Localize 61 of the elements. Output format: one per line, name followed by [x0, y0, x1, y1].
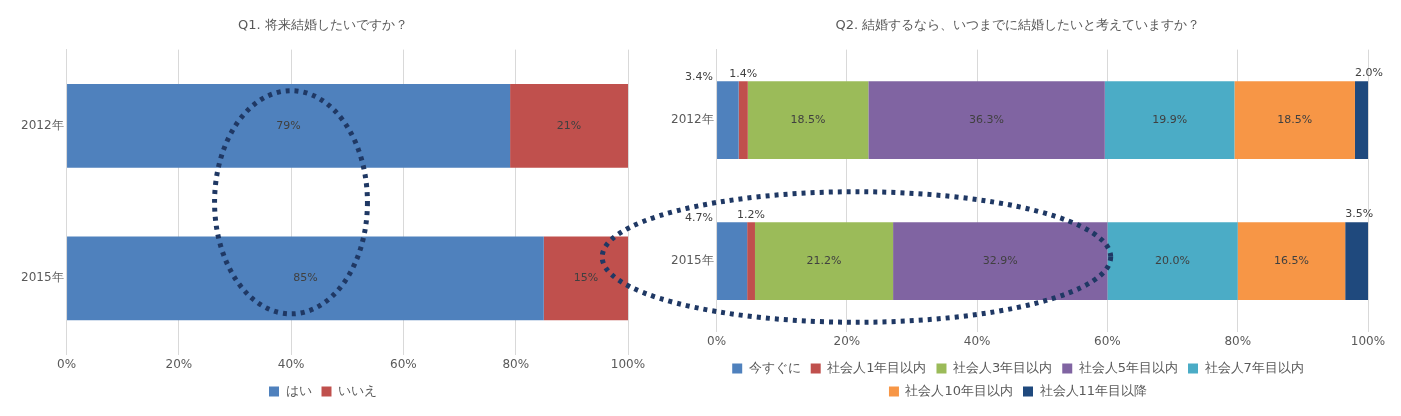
x-tick-label: 0% — [707, 333, 727, 348]
legend-label: 社会人1年目以内 — [827, 359, 927, 375]
bar — [1234, 81, 1355, 159]
data-label: 32.9% — [982, 253, 1018, 267]
data-label: 4.7% — [685, 211, 714, 225]
legend-label: 今すぐに — [748, 359, 801, 375]
x-tick-label: 60% — [390, 356, 417, 371]
x-tick-label: 40% — [963, 333, 991, 348]
x-tick-label: 20% — [165, 356, 193, 371]
x-tick-label: 20% — [833, 333, 861, 348]
data-label: 15% — [573, 271, 599, 285]
legend-label: 社会人11年目以降 — [1039, 382, 1148, 398]
data-label: 16.5% — [1273, 253, 1309, 267]
x-tick-label: 60% — [1094, 333, 1121, 348]
data-label: 3.5% — [1345, 207, 1374, 221]
data-label: 19.9% — [1152, 112, 1188, 126]
bar — [1237, 222, 1346, 300]
bar — [754, 222, 894, 300]
x-tick-label: 40% — [277, 356, 305, 371]
x-tick-label: 100% — [1350, 333, 1386, 348]
bar — [1354, 81, 1368, 159]
bar — [1345, 222, 1368, 300]
bar — [1107, 222, 1238, 300]
data-label: 2.0% — [1354, 66, 1383, 80]
data-label: 20.0% — [1155, 253, 1191, 267]
x-tick-label: 0% — [57, 356, 77, 371]
legend-label: 社会人3年目以内 — [952, 359, 1053, 375]
chart-title: Q1. 将来結婚したいですか？ — [238, 17, 408, 33]
data-label: 18.5% — [1277, 112, 1313, 126]
data-label: 21% — [556, 118, 582, 132]
bar — [543, 236, 628, 321]
y-tick-label: 2015年 — [670, 253, 714, 268]
bar — [738, 81, 748, 159]
y-tick-label: 2012年 — [20, 117, 64, 132]
legend-label: 社会人10年目以内 — [905, 382, 1013, 398]
legend-label: いいえ — [338, 382, 377, 398]
x-tick-label: 100% — [610, 356, 646, 371]
bar — [893, 222, 1108, 300]
y-tick-label: 2012年 — [670, 112, 714, 127]
legend-label: 社会人5年目以内 — [1078, 359, 1179, 375]
data-label: 21.2% — [806, 253, 842, 267]
data-label: 36.3% — [969, 112, 1005, 126]
legend-label: はい — [285, 382, 312, 398]
x-tick-label: 80% — [1224, 333, 1252, 348]
y-tick-label: 2015年 — [20, 270, 64, 285]
bar — [717, 81, 739, 159]
data-label: 1.2% — [737, 208, 766, 222]
bar — [747, 81, 869, 159]
legend-label: 社会人7年目以内 — [1204, 359, 1304, 375]
data-label: 18.5% — [790, 112, 826, 126]
bar — [747, 222, 755, 300]
bar — [510, 83, 628, 168]
data-label: 1.4% — [729, 67, 758, 81]
bar — [717, 222, 748, 300]
data-label: 85% — [293, 271, 318, 285]
x-tick-label: 80% — [502, 356, 530, 371]
bar — [1104, 81, 1235, 159]
chart-title: Q2. 結婚するなら、いつまでに結婚したいと考えていますか？ — [835, 17, 1201, 33]
bar — [868, 81, 1105, 159]
data-label: 79% — [276, 118, 301, 132]
data-label: 3.4% — [685, 70, 714, 84]
